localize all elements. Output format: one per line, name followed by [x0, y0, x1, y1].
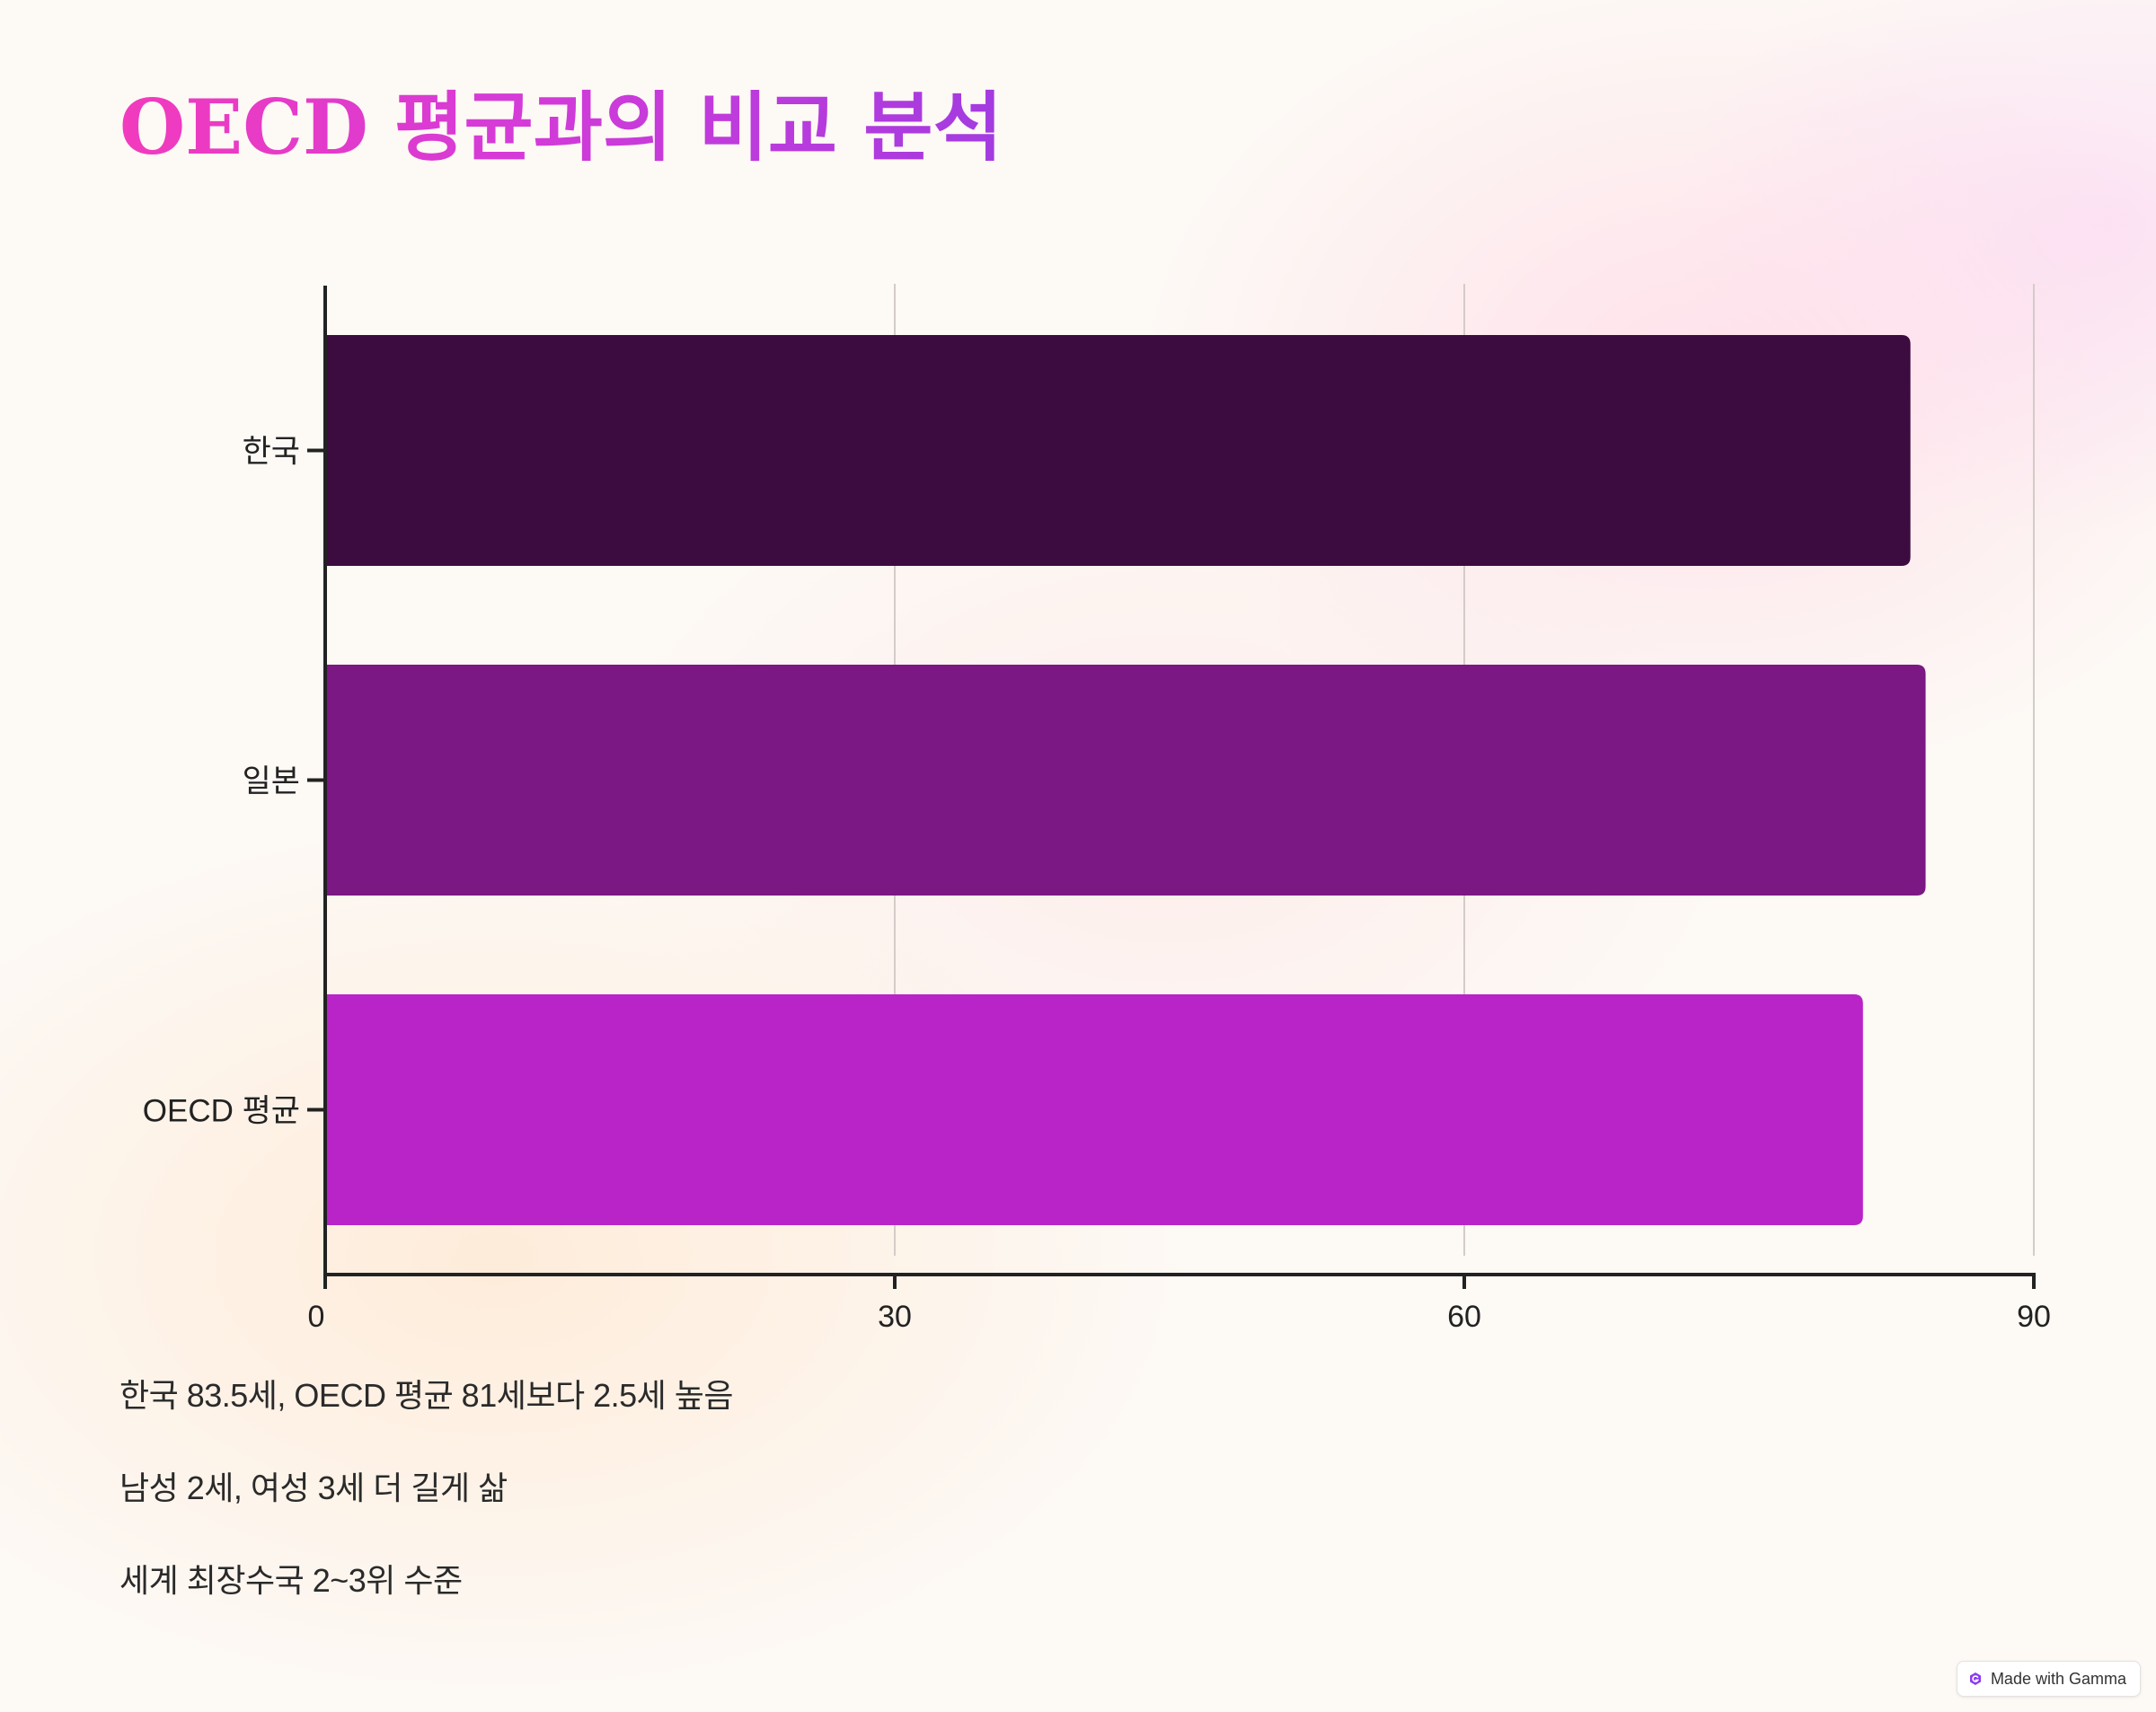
bar	[325, 665, 1926, 896]
notes-list: 한국 83.5세, OECD 평균 81세보다 2.5세 높음 남성 2세, 여…	[119, 1374, 734, 1652]
y-tick-label: 일본	[243, 764, 300, 799]
made-with-gamma-badge[interactable]: Made with Gamma	[1956, 1661, 2141, 1697]
axes	[307, 286, 2036, 1289]
bars	[325, 335, 1926, 1225]
badge-label: Made with Gamma	[1990, 1669, 2126, 1688]
bar	[325, 994, 1863, 1225]
x-tick-label: 60	[1447, 1300, 1481, 1329]
x-tick-label: 0	[308, 1300, 325, 1329]
note-item: 남성 2세, 여성 3세 더 길게 삶	[119, 1469, 508, 1506]
note-item: 한국 83.5세, OECD 평균 81세보다 2.5세 높음	[119, 1377, 734, 1414]
y-tick-label: 한국	[243, 435, 300, 470]
y-tick-label: OECD 평균	[143, 1094, 300, 1129]
note-item: 세계 최장수국 2~3위 수준	[119, 1562, 463, 1599]
x-tick-label: 30	[878, 1300, 912, 1329]
page-title: OECD 평균과의 비교 분석	[119, 83, 1003, 172]
x-tick-label: 90	[2017, 1300, 2051, 1329]
gamma-logo-icon	[1969, 1672, 1981, 1685]
bar	[325, 335, 1911, 566]
